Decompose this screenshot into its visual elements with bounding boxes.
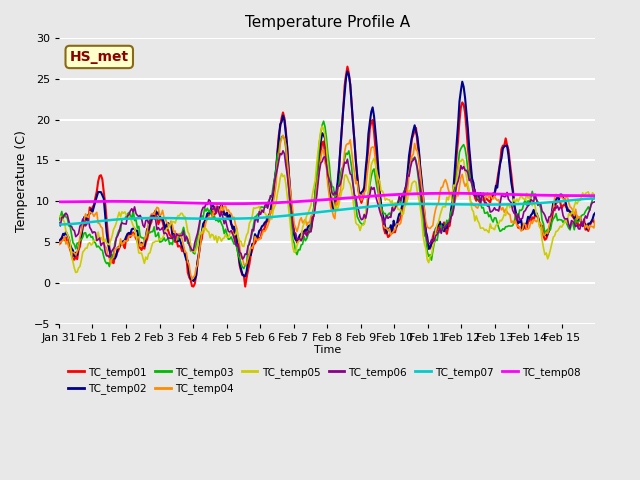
TC_temp03 <box>591 193 599 199</box>
Line: TC_temp07: TC_temp07 <box>59 199 595 225</box>
TC_temp07 <box>591 196 599 202</box>
TC_temp06 <box>590 199 598 205</box>
TC_temp07 <box>331 207 339 213</box>
TC_temp03 <box>334 186 342 192</box>
TC_temp03 <box>55 217 63 223</box>
Title: Temperature Profile A: Temperature Profile A <box>244 15 410 30</box>
Y-axis label: Temperature (C): Temperature (C) <box>15 130 28 232</box>
TC_temp04 <box>590 225 598 231</box>
TC_temp03 <box>520 200 528 206</box>
Text: HS_met: HS_met <box>70 50 129 64</box>
TC_temp03 <box>240 266 248 272</box>
Legend: TC_temp01, TC_temp02, TC_temp03, TC_temp04, TC_temp05, TC_temp06, TC_temp07, TC_: TC_temp01, TC_temp02, TC_temp03, TC_temp… <box>64 363 585 398</box>
TC_temp03 <box>590 195 598 201</box>
TC_temp06 <box>440 224 448 230</box>
TC_temp01 <box>591 221 599 227</box>
TC_temp08 <box>446 191 454 196</box>
TC_temp05 <box>318 123 326 129</box>
TC_temp05 <box>520 196 528 202</box>
TC_temp04 <box>74 249 81 254</box>
TC_temp03 <box>74 240 81 246</box>
TC_temp01 <box>440 219 448 225</box>
TC_temp04 <box>334 202 342 208</box>
TC_temp04 <box>279 132 287 138</box>
TC_temp05 <box>75 265 83 271</box>
TC_temp06 <box>279 148 287 154</box>
TC_temp07 <box>55 222 63 228</box>
TC_temp08 <box>55 199 63 204</box>
TC_temp06 <box>74 232 81 238</box>
Line: TC_temp06: TC_temp06 <box>59 151 595 259</box>
TC_temp05 <box>591 193 599 199</box>
TC_temp02 <box>590 212 598 217</box>
TC_temp08 <box>590 193 598 199</box>
Line: TC_temp05: TC_temp05 <box>59 126 595 273</box>
Line: TC_temp03: TC_temp03 <box>59 121 595 269</box>
TC_temp02 <box>440 228 448 234</box>
TC_temp06 <box>90 229 98 235</box>
TC_temp05 <box>590 192 598 197</box>
TC_temp05 <box>440 204 448 210</box>
TC_temp06 <box>334 183 342 189</box>
TC_temp04 <box>591 216 599 222</box>
TC_temp02 <box>520 223 528 229</box>
TC_temp01 <box>241 284 249 289</box>
TC_temp01 <box>55 240 63 246</box>
TC_temp08 <box>332 196 340 202</box>
TC_temp01 <box>90 202 98 208</box>
TC_temp05 <box>334 206 342 212</box>
TC_temp08 <box>520 192 528 198</box>
TC_temp03 <box>90 239 98 245</box>
Line: TC_temp01: TC_temp01 <box>59 67 595 287</box>
TC_temp08 <box>74 199 81 204</box>
TC_temp01 <box>74 256 81 262</box>
TC_temp04 <box>520 220 528 226</box>
Line: TC_temp04: TC_temp04 <box>59 135 595 279</box>
TC_temp08 <box>90 199 98 204</box>
TC_temp04 <box>90 214 98 219</box>
TC_temp06 <box>55 220 63 226</box>
TC_temp06 <box>520 209 528 215</box>
TC_temp02 <box>591 210 599 216</box>
TC_temp03 <box>440 224 448 230</box>
TC_temp01 <box>590 219 598 225</box>
X-axis label: Time: Time <box>314 345 340 355</box>
TC_temp05 <box>92 238 99 243</box>
TC_temp08 <box>228 201 236 206</box>
TC_temp02 <box>90 204 98 209</box>
TC_temp07 <box>74 221 81 227</box>
TC_temp05 <box>55 213 63 219</box>
TC_temp02 <box>332 191 340 196</box>
TC_temp08 <box>591 193 599 199</box>
TC_temp03 <box>320 119 328 124</box>
TC_temp07 <box>517 201 525 207</box>
TC_temp01 <box>344 64 351 70</box>
TC_temp04 <box>188 276 196 282</box>
TC_temp02 <box>74 252 81 258</box>
TC_temp02 <box>189 278 197 284</box>
Line: TC_temp02: TC_temp02 <box>59 72 595 281</box>
TC_temp05 <box>72 270 79 276</box>
TC_temp02 <box>55 238 63 244</box>
TC_temp07 <box>588 196 595 202</box>
TC_temp01 <box>520 222 528 228</box>
TC_temp06 <box>591 199 599 204</box>
TC_temp01 <box>332 198 340 204</box>
TC_temp06 <box>239 256 246 262</box>
TC_temp07 <box>437 201 445 207</box>
TC_temp07 <box>90 219 98 225</box>
TC_temp02 <box>344 69 351 74</box>
TC_temp04 <box>440 179 448 185</box>
Line: TC_temp08: TC_temp08 <box>59 193 595 204</box>
TC_temp04 <box>55 242 63 248</box>
TC_temp08 <box>439 191 447 196</box>
